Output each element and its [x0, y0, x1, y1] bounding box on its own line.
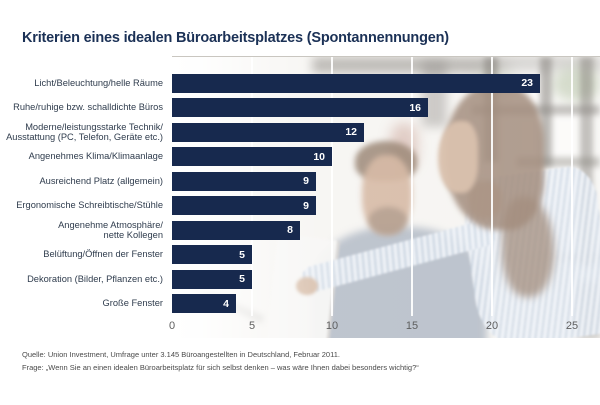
- source-line: Quelle: Union Investment, Umfrage unter …: [22, 350, 340, 359]
- gridline: [491, 57, 493, 316]
- x-tick-label: 0: [168, 320, 176, 332]
- bar-value-label: 9: [303, 199, 309, 212]
- bar: 9: [172, 171, 316, 191]
- bar-value-label: 5: [239, 248, 245, 261]
- chart-row: Moderne/leistungsstarke Technik/ Ausstat…: [0, 120, 600, 145]
- footer: Quelle: Union Investment, Umfrage unter …: [22, 349, 582, 374]
- gridline: [411, 57, 413, 316]
- bar-rows: Licht/Beleuchtung/helle Räume 23 Ruhe/ruhi…: [0, 71, 600, 316]
- x-tick-label: 5: [248, 320, 256, 332]
- plot-top-border: [172, 56, 600, 57]
- question-line: Frage: „Wenn Sie an einen idealen Büroar…: [22, 362, 419, 372]
- category-label: Große Fenster: [102, 298, 163, 309]
- x-tick-label: 25: [565, 320, 579, 332]
- category-label: Ruhe/ruhige bzw. schalldichte Büros: [13, 102, 163, 113]
- x-tick-label: 20: [485, 320, 499, 332]
- chart-row: Angenehmes Klima/Klimaanlage 10: [0, 145, 600, 170]
- bar: 10: [172, 147, 332, 167]
- bar: 16: [172, 98, 428, 118]
- x-tick-label: 15: [405, 320, 419, 332]
- bar: 5: [172, 269, 252, 289]
- chart-row: Ausreichend Platz (allgemein) 9: [0, 169, 600, 194]
- category-label: Angenehmes Klima/Klimaanlage: [28, 151, 163, 162]
- bar-value-label: 12: [345, 126, 357, 139]
- category-label: Licht/Beleuchtung/helle Räume: [34, 77, 163, 88]
- chart-row: Licht/Beleuchtung/helle Räume 23: [0, 71, 600, 96]
- gridline: [331, 57, 333, 316]
- bar: 5: [172, 245, 252, 265]
- category-label: Ausreichend Platz (allgemein): [39, 175, 163, 186]
- chart-row: Dekoration (Bilder, Pflanzen etc.) 5: [0, 267, 600, 292]
- bar-value-label: 4: [223, 297, 229, 310]
- category-label: Belüftung/Öffnen der Fenster: [43, 249, 163, 260]
- bar-value-label: 8: [287, 224, 293, 237]
- bar-value-label: 10: [313, 150, 325, 163]
- x-tick-label: 10: [325, 320, 339, 332]
- bar: 4: [172, 294, 236, 314]
- chart-row: Belüftung/Öffnen der Fenster 5: [0, 243, 600, 268]
- bar-value-label: 9: [303, 175, 309, 188]
- chart-row: Ruhe/ruhige bzw. schalldichte Büros 16: [0, 96, 600, 121]
- bar-value-label: 16: [409, 101, 421, 114]
- category-label: Angenehme Atmosphäre/ nette Kollegen: [58, 219, 163, 241]
- bar: 12: [172, 122, 364, 142]
- bar: 8: [172, 220, 300, 240]
- bar: 23: [172, 73, 540, 93]
- category-label: Dekoration (Bilder, Pflanzen etc.): [27, 273, 163, 284]
- bar: 9: [172, 196, 316, 216]
- page-title: Kriterien eines idealen Büroarbeitsplatz…: [22, 30, 449, 46]
- chart-row: Ergonomische Schreibtische/Stühle 9: [0, 194, 600, 219]
- chart-row: Große Fenster 4: [0, 292, 600, 317]
- chart-row: Angenehme Atmosphäre/ nette Kollegen 8: [0, 218, 600, 243]
- x-axis: 0 5 10 15 20 25: [0, 320, 600, 334]
- category-label: Ergonomische Schreibtische/Stühle: [16, 200, 163, 211]
- gridline: [571, 57, 573, 316]
- bar-value-label: 5: [239, 273, 245, 286]
- bar-value-label: 23: [521, 77, 533, 90]
- category-label: Moderne/leistungsstarke Technik/ Ausstat…: [6, 121, 163, 143]
